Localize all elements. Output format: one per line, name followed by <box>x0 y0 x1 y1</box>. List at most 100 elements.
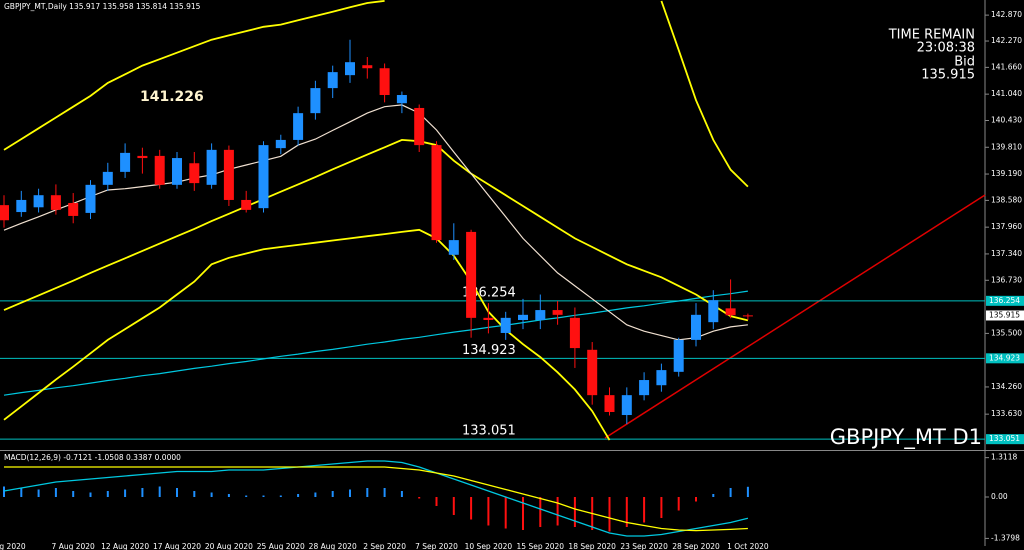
macd-bar <box>695 497 697 502</box>
macd-bar <box>643 497 646 523</box>
macd-bar <box>539 497 542 527</box>
macd-bar <box>660 497 663 518</box>
candle-body <box>16 199 27 213</box>
macd-label: MACD(12,26,9) -0.7121 -1.0508 0.3387 0.0… <box>4 453 181 462</box>
level-box-label: 133.051 <box>989 434 1020 443</box>
watermark: GBPJPY_MT D1 <box>830 425 982 450</box>
y-tick-label: 137.340 <box>991 249 1022 258</box>
axes: 142.870 142.270 141.660 141.040 140.430 139.8… <box>0 10 1024 550</box>
candle-body <box>673 339 684 372</box>
candle-body <box>327 72 338 89</box>
x-tick-label: 10 Sep 2020 <box>465 542 513 550</box>
x-tick-label: 7 Sep 2020 <box>415 542 458 550</box>
macd-bar <box>573 497 576 527</box>
candle-body <box>50 195 61 210</box>
macd-bar <box>279 495 282 497</box>
candle-body <box>85 184 96 213</box>
macd-bar <box>504 497 507 529</box>
bid-label: Bid <box>954 55 975 70</box>
x-tick-label: 12 Aug 2020 <box>101 542 149 550</box>
macd-plot <box>3 460 749 537</box>
candle-body <box>68 202 79 216</box>
macd-bar <box>54 488 57 497</box>
y-tick-label: 133.630 <box>991 409 1022 418</box>
indicator-line <box>3 138 749 322</box>
macd-bar <box>712 494 715 497</box>
level-label: 133.051 <box>462 424 516 439</box>
level-box-label: 134.923 <box>989 353 1020 362</box>
macd-bar <box>625 497 628 527</box>
candle-body <box>362 65 373 69</box>
symbol-line: GBPJPY_MT,Daily 135.917 135.958 135.814 … <box>4 2 201 11</box>
macd-bar <box>314 492 317 497</box>
macd-bar <box>435 497 438 506</box>
candle-body <box>293 113 304 140</box>
macd-bar <box>522 497 524 530</box>
level-box <box>986 353 1024 364</box>
bid-box-label: 135.915 <box>989 310 1020 319</box>
macd-bar <box>193 491 196 497</box>
candle-body <box>708 300 719 323</box>
y-tick-label: 135.500 <box>991 328 1022 337</box>
candle-body <box>742 315 753 317</box>
bid-value: 135.915 <box>921 68 975 83</box>
macd-bar <box>418 497 421 499</box>
indicator-line <box>3 0 749 188</box>
candle-body <box>656 370 667 386</box>
candle-body <box>0 205 9 221</box>
macd-bar <box>89 492 92 497</box>
macd-bar <box>210 492 213 497</box>
candle-body <box>172 158 182 185</box>
x-tick-label: 2 Sep 2020 <box>363 542 406 550</box>
candle-body <box>414 107 425 146</box>
x-tick-label: 25 Aug 2020 <box>257 542 305 550</box>
macd-bar <box>487 497 490 526</box>
x-tick-label: 28 Sep 2020 <box>672 542 720 550</box>
candle-body <box>448 240 459 255</box>
candle-body <box>587 349 598 396</box>
time-remain-label: TIME REMAIN <box>888 28 975 43</box>
macd-bar <box>297 494 300 497</box>
candle-body <box>258 145 269 209</box>
candle-body <box>604 395 615 412</box>
candle-body <box>621 395 632 416</box>
candle-body <box>483 317 494 321</box>
macd-bar <box>729 488 732 497</box>
y-tick-label: 142.270 <box>991 36 1022 45</box>
x-tick-label: 7 Aug 2020 <box>52 542 95 550</box>
candle-body <box>639 380 650 396</box>
y-tick-label: 141.660 <box>991 62 1022 71</box>
candle-body <box>345 62 355 76</box>
macd-bar <box>262 495 265 497</box>
candle-body <box>552 310 563 315</box>
y-tick-label: -1.3798 <box>991 533 1020 542</box>
macd-bar <box>106 491 109 497</box>
macd-bar <box>349 489 351 497</box>
macd-bar <box>124 489 127 497</box>
candle-body <box>379 68 390 96</box>
macd-bar <box>227 494 230 497</box>
macd-bar <box>331 491 334 497</box>
macd-bar <box>677 497 680 511</box>
macd-bar <box>3 486 5 497</box>
indicator-line <box>3 290 748 396</box>
high-label: 141.226 <box>140 89 204 105</box>
candle-body <box>120 152 131 172</box>
trend-line <box>604 194 986 439</box>
macd-line <box>4 466 748 532</box>
candle-body <box>691 314 701 340</box>
macd-bar <box>72 491 75 497</box>
candle-body <box>569 317 580 349</box>
bid-box <box>986 310 1024 321</box>
macd-bar <box>608 497 611 532</box>
macd-bar <box>158 486 161 497</box>
y-tick-label: 137.960 <box>991 222 1022 231</box>
macd-bar <box>556 497 559 526</box>
x-tick-label: 17 Aug 2020 <box>153 542 201 550</box>
candle-body <box>396 95 407 104</box>
macd-bar <box>176 488 178 497</box>
candle-body <box>310 88 321 114</box>
y-tick-label: 1.3118 <box>991 453 1017 462</box>
